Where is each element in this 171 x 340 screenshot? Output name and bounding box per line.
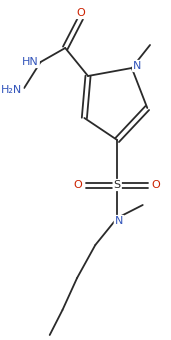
Text: N: N (115, 216, 123, 226)
Text: N: N (133, 61, 141, 71)
Text: S: S (114, 180, 121, 190)
Text: O: O (74, 180, 83, 190)
Text: H₂N: H₂N (1, 85, 22, 95)
Text: O: O (76, 8, 85, 18)
Text: O: O (152, 180, 161, 190)
Text: HN: HN (22, 57, 39, 67)
